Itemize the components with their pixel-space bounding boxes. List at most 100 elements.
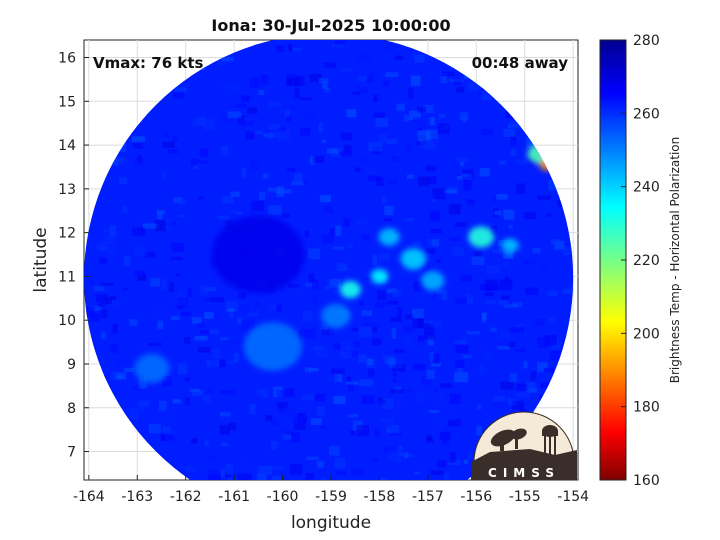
swath-pixel [219, 337, 229, 341]
swath-pixel [221, 196, 234, 204]
swath-pixel [277, 189, 292, 194]
swath-pixel [325, 285, 330, 290]
swath-pixel [433, 347, 439, 356]
colorbar-tick-label: 200 [633, 326, 660, 342]
swath-pixel [456, 86, 464, 93]
swath-pixel [312, 155, 325, 163]
swath-pixel [526, 381, 536, 388]
swath-pixel [346, 109, 357, 118]
swath-pixel [142, 223, 157, 229]
swath-pixel [467, 82, 482, 91]
swath-pixel [449, 78, 464, 83]
swath-pixel [412, 121, 426, 132]
swath-pixel [568, 284, 574, 289]
swath-pixel [509, 120, 521, 129]
swath-pixel [330, 228, 335, 236]
swath-pixel [229, 78, 235, 87]
swath-pixel [300, 127, 311, 136]
swath-pixel [390, 389, 404, 394]
swath-pixel [172, 399, 182, 404]
swath-pixel [481, 89, 492, 100]
swath-pixel [162, 375, 172, 387]
swath-pixel [554, 241, 565, 250]
swath-pixel [498, 279, 513, 291]
swath-pixel [288, 283, 300, 289]
swath-pixel [233, 352, 239, 363]
swath-pixel [138, 400, 150, 407]
swath-pixel [440, 383, 453, 389]
swath-pixel [377, 290, 387, 301]
swath-pixel [241, 94, 250, 102]
swath-pixel [165, 218, 173, 225]
swath-pixel [425, 248, 436, 254]
y-tick-label: 16 [58, 51, 76, 67]
swath-pixel [404, 314, 415, 320]
swath-pixel [526, 387, 538, 393]
swath-pixel [397, 281, 407, 288]
swath-pixel [438, 113, 446, 119]
swath-pixel [333, 395, 346, 404]
swath-pixel [168, 149, 179, 154]
brightness-feature [321, 303, 351, 328]
swath-pixel [209, 427, 222, 437]
swath-pixel [179, 199, 187, 205]
swath-pixel [329, 278, 341, 289]
swath-pixel [149, 262, 156, 266]
swath-pixel [442, 189, 456, 193]
colorbar-tick-label: 260 [633, 106, 660, 122]
colorbar-tick-label: 280 [633, 33, 660, 49]
swath-pixel [378, 253, 390, 261]
swath-pixel [460, 275, 472, 282]
swath-pixel [267, 304, 278, 311]
swath-pixel [284, 107, 290, 119]
swath-pixel [540, 382, 553, 389]
swath-pixel [496, 345, 510, 350]
swath-pixel [319, 195, 332, 203]
swath-pixel [284, 430, 294, 437]
swath-pixel [457, 368, 463, 376]
colorbar-label: Brightness Temp - Horizontal Polarizatio… [668, 137, 682, 384]
swath-pixel [332, 246, 345, 250]
swath-pixel [249, 114, 263, 124]
swath-pixel [528, 409, 536, 414]
swath-pixel [507, 397, 515, 405]
swath-pixel [132, 385, 142, 391]
swath-pixel [466, 293, 474, 304]
y-axis-label: latitude [31, 227, 51, 292]
swath-pixel [189, 72, 198, 77]
brightness-feature [501, 238, 519, 254]
swath-pixel [425, 239, 440, 247]
swath-pixel [402, 337, 413, 347]
swath-pixel [511, 397, 518, 406]
swath-pixel [321, 139, 327, 144]
swath-pixel [492, 395, 506, 402]
swath-pixel [278, 127, 286, 131]
swath-pixel [230, 209, 240, 214]
swath-pixel [343, 218, 350, 227]
swath-pixel [455, 359, 465, 368]
brightness-feature [400, 248, 427, 270]
swath-pixel [437, 460, 447, 468]
swath-pixel [224, 472, 231, 478]
swath-pixel [406, 121, 421, 126]
swath-pixel [116, 359, 127, 367]
swath-pixel [164, 411, 176, 422]
swath-pixel [448, 204, 461, 215]
swath-pixel [308, 273, 315, 283]
swath-pixel [236, 211, 243, 215]
swath-pixel [109, 225, 117, 237]
swath-pixel [226, 360, 236, 365]
swath-pixel [90, 313, 101, 322]
swath-pixel [408, 88, 414, 99]
swath-pixel [157, 211, 163, 220]
swath-pixel [425, 165, 437, 172]
swath-pixel [358, 354, 367, 363]
swath-pixel [380, 418, 394, 423]
swath-pixel [386, 425, 399, 434]
swath-pixel [321, 477, 327, 480]
swath-pixel [206, 388, 214, 394]
swath-pixel [209, 310, 220, 321]
swath-pixel [537, 336, 549, 348]
swath-pixel [400, 388, 413, 394]
swath-pixel [564, 243, 572, 254]
